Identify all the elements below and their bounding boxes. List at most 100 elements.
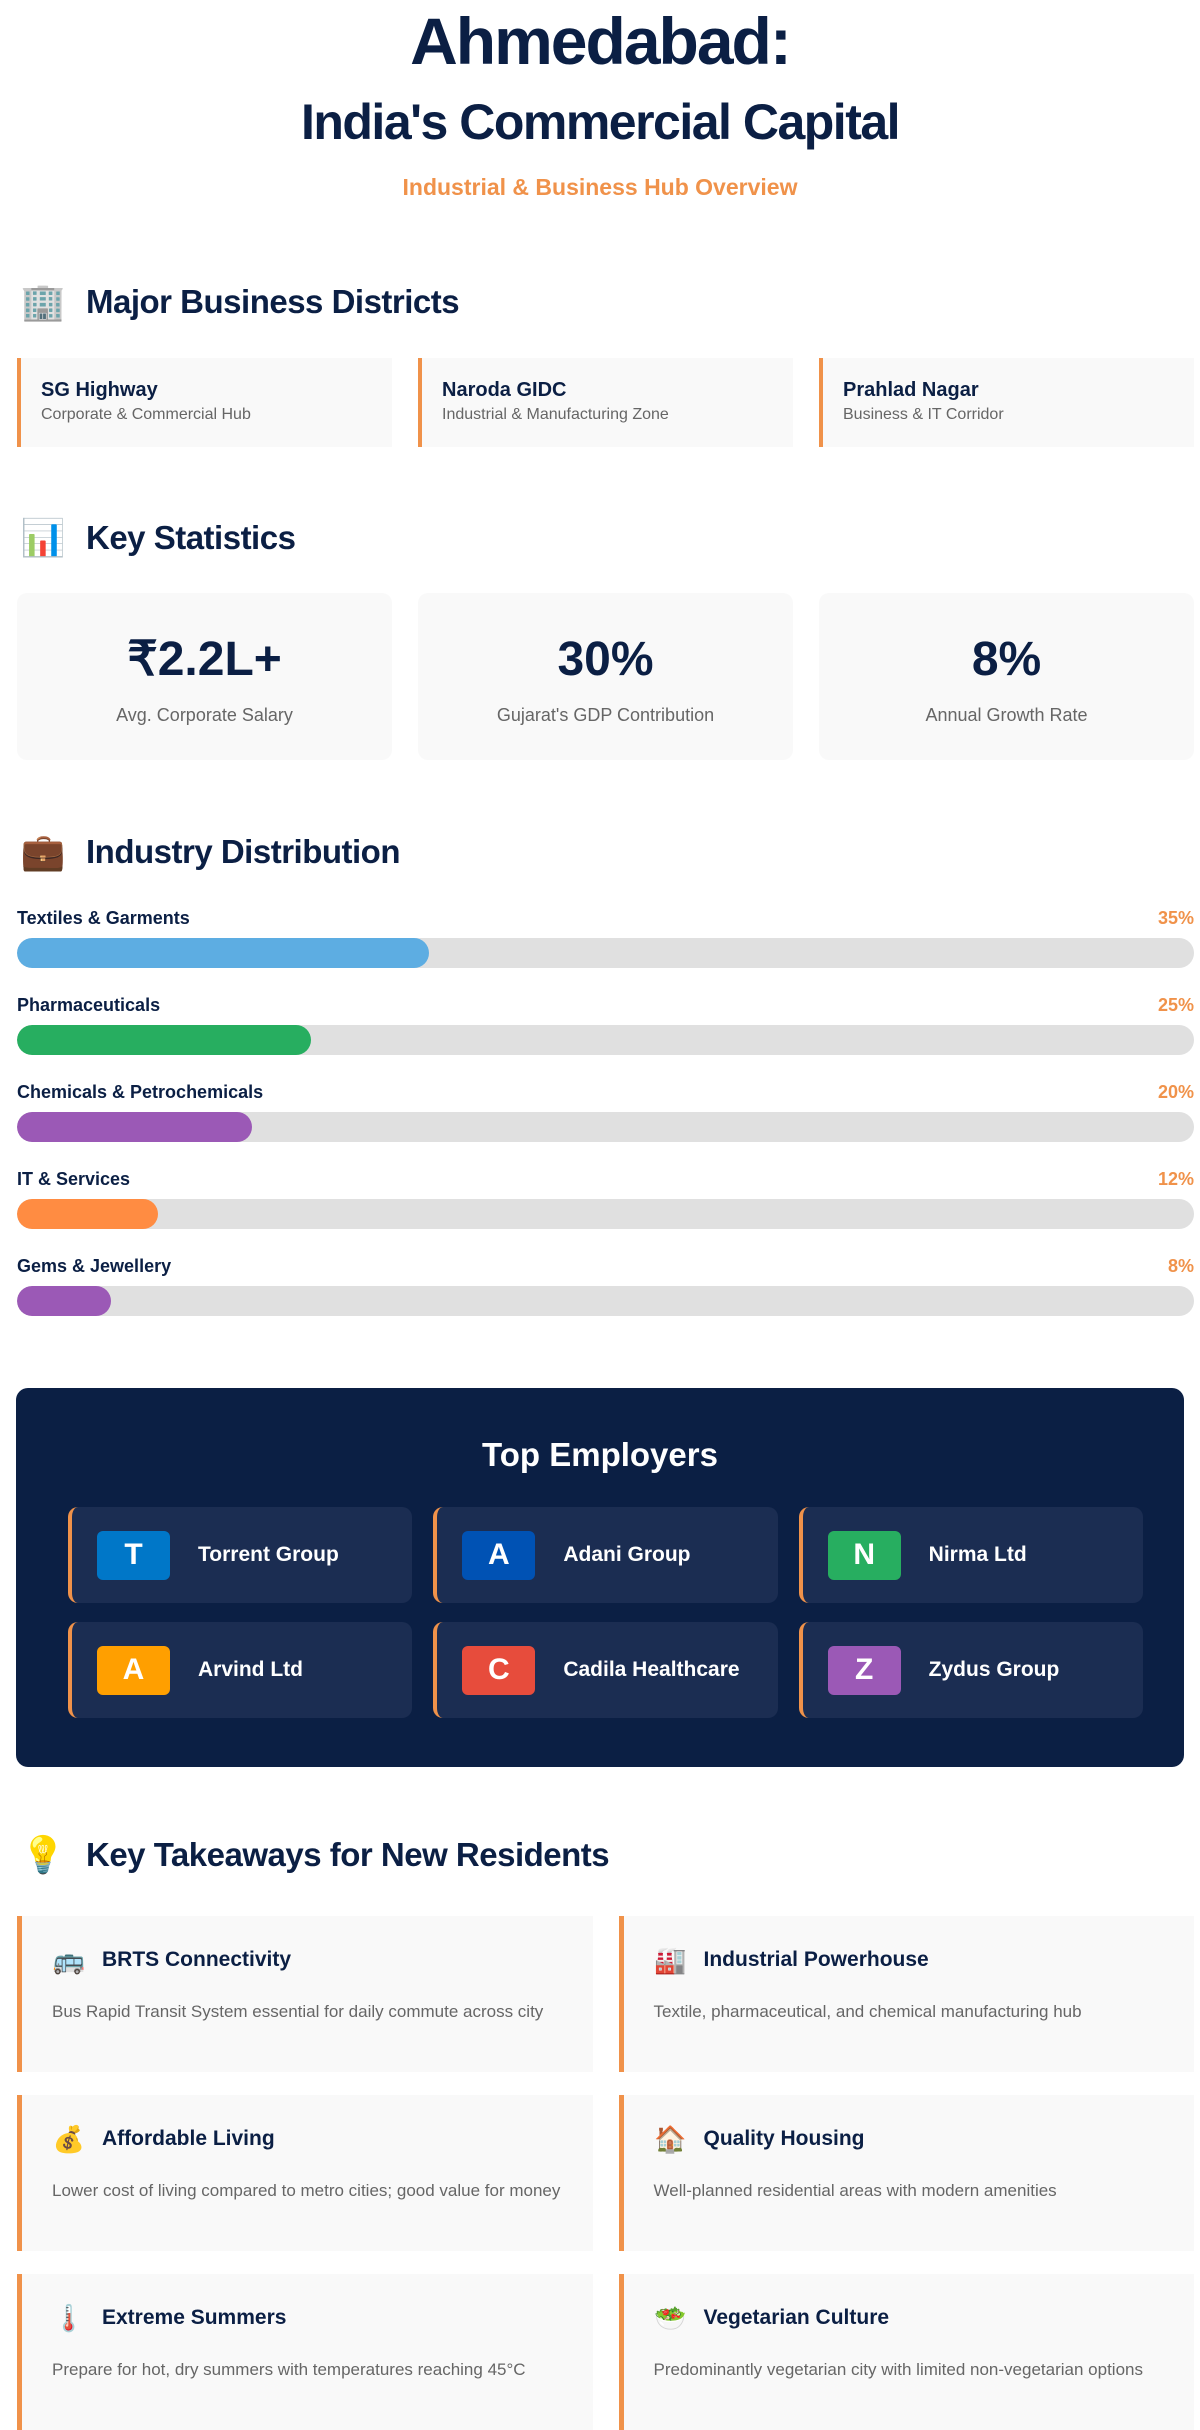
money-bag-icon: 💰 (52, 2123, 86, 2154)
industry-heading-text: Industry Distribution (86, 833, 401, 870)
takeaway-desc: Predominantly vegetarian city with limit… (653, 2360, 1143, 2379)
takeaway-desc: Lower cost of living compared to metro c… (52, 2181, 561, 2200)
district-name: Naroda GIDC (442, 379, 567, 401)
employer-logo-badge: Z (827, 1645, 901, 1695)
employer-name: Adani Group (563, 1543, 691, 1566)
employer-name: Arvind Ltd (198, 1658, 303, 1681)
takeaways-heading: 💡 Key Takeaways for New Residents (20, 1832, 610, 1878)
page-title-line2: India's Commercial Capital (300, 94, 901, 150)
district-card: SG Highway Corporate & Commercial Hub (17, 358, 392, 447)
stat-label: Avg. Corporate Salary (116, 705, 293, 725)
stats-list: ₹2.2L+ Avg. Corporate Salary 30% Gujarat's… (17, 593, 1194, 760)
industry-label: Pharmaceuticals (17, 995, 161, 1015)
progress-track (17, 938, 1194, 968)
takeaway-card: 🏭 Industrial Powerhouse Textile, pharmaceu… (618, 1916, 1194, 2072)
industry-label: Gems & Jewellery (17, 1256, 172, 1276)
takeaway-card: 🥗 Vegetarian Culture Predominantly vegetar… (618, 2274, 1194, 2430)
thermometer-icon: 🌡️ (52, 2302, 86, 2333)
industry-heading: 💼 Industry Distribution (20, 829, 401, 875)
takeaway-card: 🚌 BRTS Connectivity Bus Rapid Transit Syst… (17, 1916, 593, 2072)
employer-card: A Adani Group (433, 1507, 778, 1603)
employer-card: C Cadila Healthcare (433, 1622, 778, 1718)
page-title-line1: Ahmedabad: (410, 4, 792, 78)
progress-fill (17, 1025, 312, 1055)
employers-heading: Top Employers (482, 1436, 718, 1473)
district-desc: Corporate & Commercial Hub (41, 406, 251, 423)
employer-name: Zydus Group (928, 1658, 1060, 1681)
industry-percent: 35% (1157, 908, 1194, 928)
takeaway-desc: Well-planned residential areas with mode… (653, 2181, 1057, 2200)
industry-bar-row: Gems & Jewellery 8% (17, 1254, 1194, 1316)
employer-logo-badge: A (97, 1645, 170, 1695)
stat-value: 30% (557, 633, 654, 686)
employer-logo-badge: A (462, 1530, 536, 1580)
progress-fill (17, 1286, 112, 1316)
takeaways-heading-text: Key Takeaways for New Residents (86, 1836, 610, 1873)
stat-value: ₹2.2L+ (127, 633, 282, 686)
industry-bar-row: IT & Services 12% (17, 1167, 1194, 1229)
progress-track (17, 1199, 1194, 1229)
district-name: SG Highway (41, 379, 158, 401)
takeaway-title: Industrial Powerhouse (703, 1948, 929, 1971)
office-building-icon: 🏢 (20, 281, 66, 322)
takeaway-desc: Bus Rapid Transit System essential for d… (52, 2002, 544, 2021)
industry-label: Textiles & Garments (17, 908, 190, 928)
progress-track (17, 1286, 1194, 1316)
progress-fill (17, 938, 429, 968)
industry-label: Chemicals & Petrochemicals (17, 1082, 264, 1102)
employer-name: Torrent Group (198, 1543, 339, 1566)
industry-bar-row: Chemicals & Petrochemicals 20% (17, 1080, 1194, 1142)
districts-heading-text: Major Business Districts (86, 283, 460, 320)
briefcase-icon: 💼 (20, 831, 66, 872)
employer-card: Z Zydus Group (798, 1622, 1143, 1718)
stat-label: Annual Growth Rate (925, 705, 1088, 725)
employer-logo-badge: C (462, 1645, 536, 1695)
employer-logo-badge: T (97, 1530, 170, 1580)
page-subtitle: Industrial & Business Hub Overview (402, 174, 798, 200)
stat-card: ₹2.2L+ Avg. Corporate Salary (17, 593, 392, 760)
stat-value: 8% (971, 633, 1042, 686)
employer-card: A Arvind Ltd (68, 1622, 413, 1718)
takeaway-title: Vegetarian Culture (703, 2306, 890, 2329)
bus-icon: 🚌 (52, 1944, 86, 1975)
stats-heading: 📊 Key Statistics (20, 515, 296, 561)
takeaway-title: BRTS Connectivity (102, 1948, 292, 1971)
district-name: Prahlad Nagar (843, 379, 979, 401)
district-desc: Business & IT Corridor (843, 406, 1004, 423)
light-bulb-icon: 💡 (20, 1834, 66, 1875)
takeaway-card: 🏠 Quality Housing Well-planned residential… (618, 2095, 1194, 2251)
stats-heading-text: Key Statistics (86, 519, 296, 556)
stat-card: 30% Gujarat's GDP Contribution (418, 593, 793, 760)
industry-bar-row: Textiles & Garments 35% (17, 906, 1194, 968)
industry-label: IT & Services (17, 1169, 131, 1189)
house-icon: 🏠 (654, 2123, 687, 2154)
takeaway-desc: Textile, pharmaceutical, and chemical ma… (653, 2002, 1082, 2021)
takeaway-desc: Prepare for hot, dry summers with temper… (52, 2360, 526, 2379)
progress-track (17, 1025, 1194, 1055)
industry-percent: 20% (1157, 1082, 1194, 1102)
districts-heading: 🏢 Major Business Districts (20, 279, 460, 325)
industry-percent: 25% (1157, 995, 1194, 1015)
stat-label: Gujarat's GDP Contribution (496, 705, 715, 725)
top-employers-panel: Top Employers T Torrent Group A Adani Group… (16, 1388, 1184, 1767)
employer-card: N Nirma Ltd (798, 1507, 1143, 1603)
districts-list: SG Highway Corporate & Commercial Hub Nar… (17, 358, 1194, 447)
district-card: Prahlad Nagar Business & IT Corridor (819, 358, 1194, 447)
factory-icon: 🏭 (654, 1944, 687, 1975)
takeaway-title: Quality Housing (703, 2127, 865, 2150)
employer-card: T Torrent Group (68, 1507, 413, 1603)
takeaway-card: 🌡️ Extreme Summers Prepare for hot, dry su… (17, 2274, 593, 2430)
bar-chart-icon: 📊 (20, 517, 66, 558)
takeaway-card: 💰 Affordable Living Lower cost of living c… (17, 2095, 593, 2251)
employer-name: Cadila Healthcare (563, 1658, 740, 1681)
salad-icon: 🥗 (654, 2302, 687, 2333)
district-desc: Industrial & Manufacturing Zone (442, 406, 669, 423)
stat-card: 8% Annual Growth Rate (819, 593, 1194, 760)
district-card: Naroda GIDC Industrial & Manufacturing Zo… (418, 358, 793, 447)
employer-name: Nirma Ltd (928, 1543, 1027, 1566)
takeaway-title: Affordable Living (102, 2127, 275, 2150)
progress-fill (17, 1199, 159, 1229)
takeaway-title: Extreme Summers (102, 2306, 287, 2329)
industry-percent: 8% (1167, 1256, 1194, 1276)
progress-fill (17, 1112, 253, 1142)
